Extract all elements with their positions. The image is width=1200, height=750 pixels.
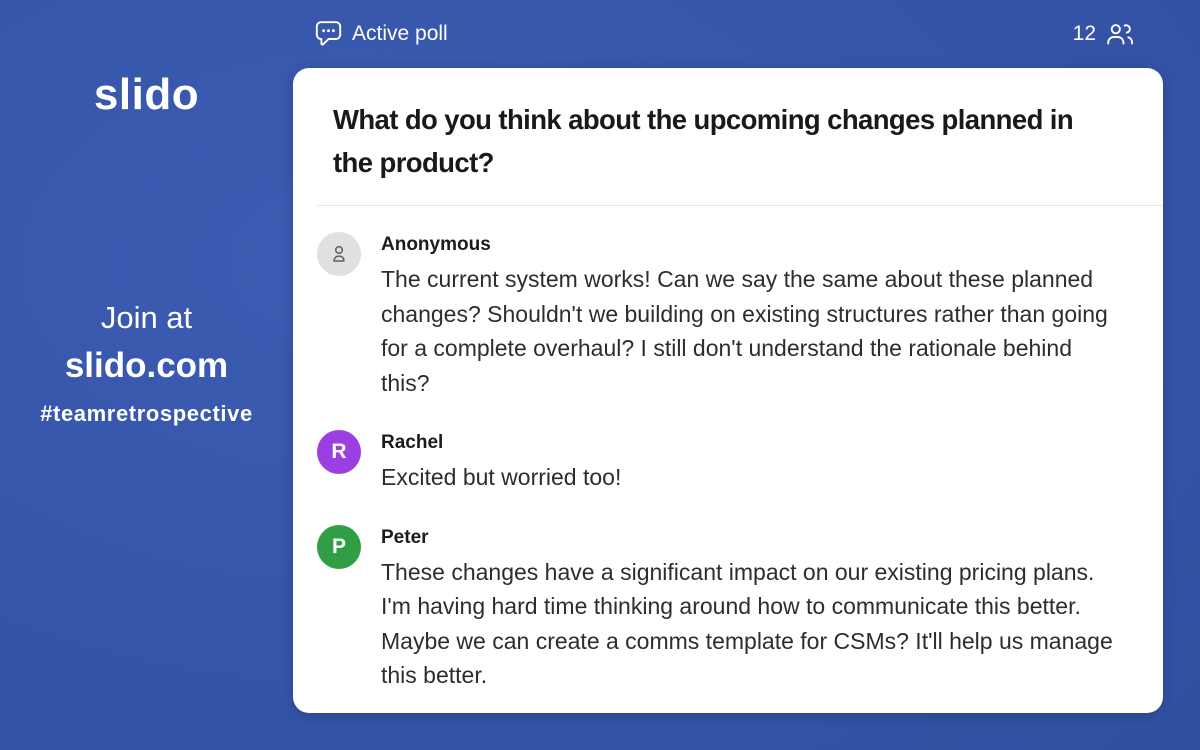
avatar xyxy=(317,232,361,276)
slido-logo: slido xyxy=(93,70,200,119)
response-body: Anonymous The current system works! Can … xyxy=(381,232,1118,400)
response-author: Anonymous xyxy=(381,234,491,255)
topbar: Active poll 12 xyxy=(293,0,1163,68)
response-author: Rachel xyxy=(381,432,444,453)
avatar: P xyxy=(317,524,361,569)
join-instructions: Join at slido.com #teamretrospective xyxy=(0,300,293,427)
response-row: R Rachel Excited but worried too! xyxy=(317,430,1118,495)
event-hashtag-label: #teamretrospective xyxy=(40,401,253,426)
response-row: Anonymous The current system works! Can … xyxy=(317,232,1118,400)
sidebar: slido Join at slido.com #teamretrospecti… xyxy=(0,0,293,750)
join-url-label: slido.com xyxy=(64,346,229,385)
people-icon xyxy=(1105,22,1135,46)
poll-question: What do you think about the upcoming cha… xyxy=(333,104,1074,178)
response-body: Rachel Excited but worried too! xyxy=(381,430,1118,495)
question-divider xyxy=(317,205,1163,206)
participants-count: 12 xyxy=(1072,22,1096,45)
poll-status-label: Active poll xyxy=(352,22,448,45)
response-author: Peter xyxy=(381,526,429,548)
avatar-initial: P xyxy=(331,534,346,558)
speech-bubble-icon xyxy=(315,21,342,47)
response-row: P Peter These changes have a significant… xyxy=(317,524,1118,693)
anonymous-person-icon xyxy=(327,242,351,266)
avatar: R xyxy=(317,430,361,474)
avatar-initial: R xyxy=(331,440,347,463)
join-prefix-label: Join at xyxy=(100,300,193,335)
participants-counter: 12 xyxy=(1073,22,1135,46)
response-message: The current system works! Can we say the… xyxy=(381,266,1108,396)
response-message: These changes have a significant impact … xyxy=(381,558,1113,689)
response-body: Peter These changes have a significant i… xyxy=(381,525,1118,693)
poll-card: What do you think about the upcoming cha… xyxy=(293,68,1163,713)
poll-status: Active poll xyxy=(315,21,448,47)
response-message: Excited but worried too! xyxy=(381,464,622,490)
responses-list[interactable]: Anonymous The current system works! Can … xyxy=(293,206,1163,693)
